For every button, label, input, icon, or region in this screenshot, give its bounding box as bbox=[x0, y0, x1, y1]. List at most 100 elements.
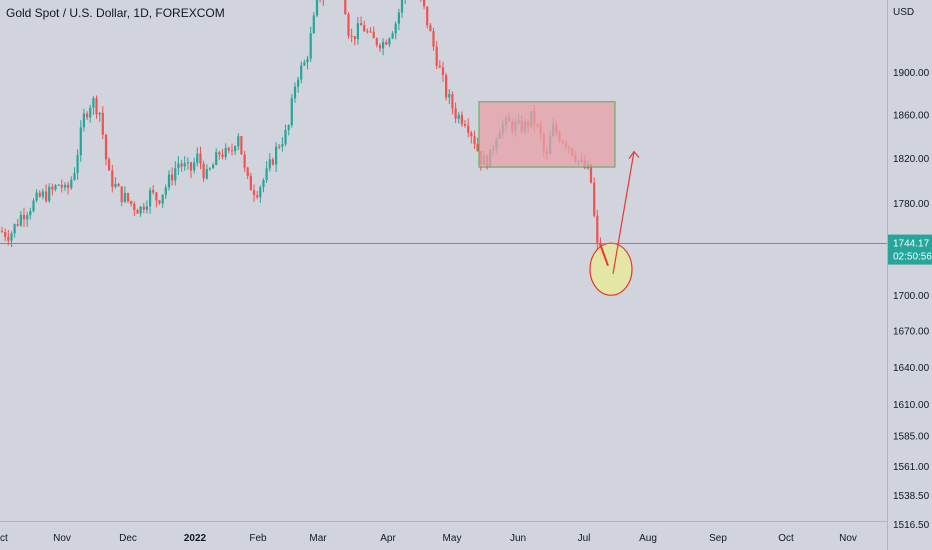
candle bbox=[155, 192, 158, 208]
candle bbox=[120, 186, 123, 207]
candle-body bbox=[344, 0, 347, 15]
time-tick-label: Dec bbox=[119, 533, 137, 544]
range-box[interactable] bbox=[478, 101, 616, 168]
candle-body bbox=[98, 112, 101, 115]
candle-body bbox=[35, 192, 38, 201]
candle-body bbox=[114, 184, 117, 187]
candle bbox=[142, 202, 145, 214]
candle bbox=[183, 156, 186, 171]
candle bbox=[467, 118, 470, 138]
candle-body bbox=[259, 187, 262, 198]
candle bbox=[230, 143, 234, 156]
candle bbox=[262, 178, 265, 193]
time-tick-label: Nov bbox=[839, 533, 857, 544]
candle bbox=[353, 36, 356, 46]
candle bbox=[7, 230, 10, 246]
candle-body bbox=[457, 114, 460, 119]
candle-body bbox=[369, 31, 372, 33]
candle bbox=[356, 17, 359, 45]
price-tick-label: 1820.00 bbox=[893, 154, 930, 165]
candle bbox=[240, 136, 243, 155]
candle bbox=[284, 124, 287, 147]
candle bbox=[180, 159, 183, 172]
candle bbox=[293, 82, 297, 103]
candle bbox=[388, 37, 391, 48]
candle-body bbox=[303, 62, 306, 66]
candle bbox=[13, 223, 16, 238]
candle-body bbox=[589, 164, 593, 183]
candle bbox=[70, 176, 73, 190]
candle-body bbox=[268, 159, 271, 169]
candle-body bbox=[593, 182, 596, 216]
candle-body bbox=[120, 186, 123, 202]
candle bbox=[426, 6, 429, 29]
candle bbox=[460, 111, 463, 127]
candle-body bbox=[123, 193, 126, 202]
candle bbox=[593, 177, 596, 218]
candle bbox=[161, 194, 164, 209]
candle bbox=[63, 182, 67, 191]
candle bbox=[259, 185, 262, 203]
candle-body bbox=[19, 215, 22, 226]
time-tick-label: May bbox=[443, 533, 462, 544]
candle bbox=[237, 133, 240, 151]
time-axis[interactable]: Oct Nov Dec 2022 Feb Mar Apr May Jun Jul Aug Sep Oct… bbox=[0, 533, 857, 544]
candle bbox=[0, 226, 4, 233]
candle-body bbox=[596, 215, 599, 243]
candle-body bbox=[202, 163, 205, 179]
candle bbox=[463, 120, 467, 128]
candle-body bbox=[246, 167, 249, 177]
price-tick-label: 1516.50 bbox=[893, 520, 930, 531]
candle bbox=[252, 184, 256, 202]
candle-body bbox=[145, 206, 148, 210]
candle-body bbox=[161, 194, 164, 204]
candle bbox=[243, 150, 246, 172]
candle-body bbox=[130, 201, 133, 204]
candle-body bbox=[152, 190, 155, 193]
candle bbox=[126, 192, 130, 204]
target-arrow-line[interactable] bbox=[612, 151, 635, 274]
candle bbox=[303, 59, 306, 66]
candle bbox=[212, 162, 215, 169]
time-tick-label: Oct bbox=[0, 533, 8, 544]
candle bbox=[174, 161, 177, 186]
price-axis[interactable]: USD 1900.00 1860.00 1820.00 1780.00 1700.00 16… bbox=[0, 7, 932, 531]
candle bbox=[350, 28, 353, 43]
candle-body bbox=[158, 200, 161, 204]
candle-body bbox=[149, 190, 152, 207]
candle-body bbox=[29, 211, 32, 216]
candle-body bbox=[252, 190, 256, 196]
candle bbox=[227, 146, 230, 154]
candle-body bbox=[167, 174, 171, 188]
price-tick-label: 1610.00 bbox=[893, 400, 930, 411]
highlight-circle[interactable] bbox=[589, 242, 633, 296]
candle bbox=[454, 102, 457, 124]
candle-body bbox=[476, 144, 479, 152]
candle-body bbox=[164, 187, 167, 195]
candle bbox=[385, 39, 388, 46]
candle-body bbox=[350, 35, 353, 37]
candle bbox=[171, 167, 174, 186]
candle-body bbox=[353, 36, 356, 40]
candle-body bbox=[221, 154, 224, 157]
candle bbox=[48, 183, 51, 203]
candle-body bbox=[177, 163, 180, 169]
candle-body bbox=[388, 38, 391, 45]
time-tick-label: 2022 bbox=[184, 533, 207, 544]
candle-body bbox=[208, 168, 211, 170]
candle bbox=[278, 143, 281, 150]
candle-body bbox=[275, 146, 278, 165]
candle bbox=[315, 0, 319, 18]
candle-body bbox=[366, 31, 369, 33]
time-tick-label: Feb bbox=[249, 533, 267, 544]
annotations-layer bbox=[478, 101, 640, 296]
last-price-label: 1744.17 bbox=[893, 239, 930, 250]
candle-body bbox=[463, 124, 467, 126]
candle bbox=[196, 147, 199, 167]
candle-body bbox=[315, 0, 319, 16]
plot-area bbox=[0, 0, 887, 550]
candle-body bbox=[171, 174, 174, 181]
candle bbox=[375, 37, 378, 48]
